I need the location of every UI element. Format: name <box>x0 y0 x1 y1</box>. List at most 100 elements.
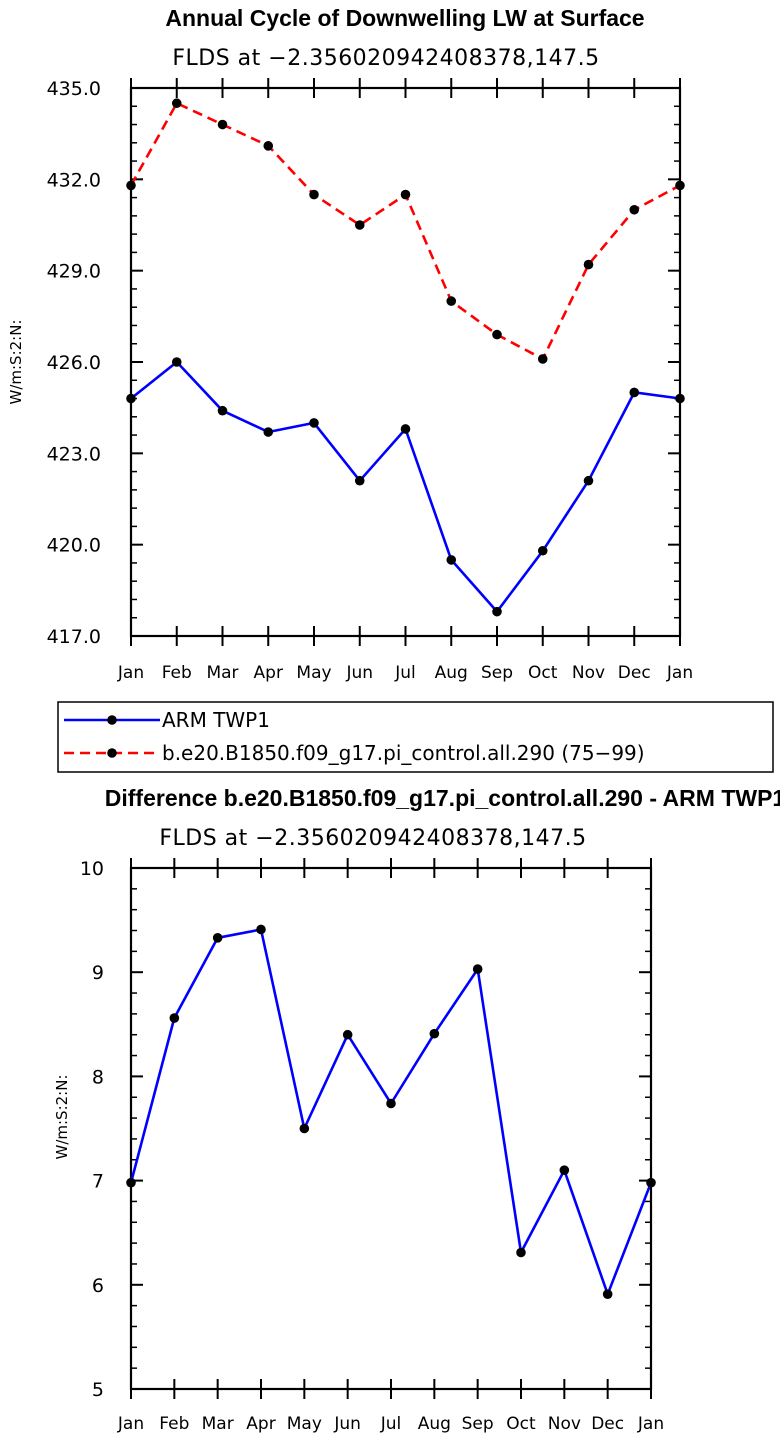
chart-subtitle: FLDS at −2.356020942408378,147.5 <box>159 826 586 851</box>
difference-chart: Difference b.e20.B1850.f09_g17.pi_contro… <box>53 785 780 1434</box>
data-point <box>126 180 136 191</box>
data-point <box>309 418 319 428</box>
data-point <box>583 475 594 486</box>
x-tick-label: Jan <box>117 1414 144 1434</box>
plot-frame <box>129 866 653 1391</box>
y-tick-label: 426.0 <box>47 352 101 374</box>
data-point <box>646 1177 656 1188</box>
legend: ARM TWP1 b.e20.B1850.f09_g17.pi_control.… <box>57 701 774 773</box>
data-point <box>126 1177 136 1188</box>
legend-marker-model <box>107 748 117 758</box>
data-point <box>309 189 319 200</box>
plot-area: 417.0 420.0 423.0 426.0 429.0 432.0 435.0 Jan Fe… <box>47 78 693 683</box>
data-point <box>217 405 228 416</box>
data-point <box>602 1289 613 1299</box>
chart-title: Difference b.e20.B1850.f09_g17.pi_contro… <box>105 785 780 811</box>
data-point <box>126 393 136 404</box>
y-tick-label: 420.0 <box>47 535 101 557</box>
data-point <box>583 259 594 270</box>
y-axis-label: W/m:S:2:N: <box>7 320 25 405</box>
data-point <box>492 329 502 340</box>
legend-box <box>57 701 774 773</box>
data-point <box>354 475 365 486</box>
x-tick-label: Sep <box>462 1414 494 1434</box>
y-tick-label: 10 <box>80 858 104 880</box>
y-tick-label: 432.0 <box>47 169 101 191</box>
x-tick-label: Nov <box>548 1414 581 1434</box>
legend-marker-arm <box>107 715 117 725</box>
x-tick-label: Aug <box>435 663 468 683</box>
x-tick-label: Jun <box>345 663 373 683</box>
data-point <box>537 545 548 556</box>
x-tick-label: Jul <box>380 1414 402 1434</box>
data-point <box>400 189 411 200</box>
legend-label-arm: ARM TWP1 <box>162 708 270 732</box>
x-tick-label: Dec <box>591 1414 624 1434</box>
data-point <box>559 1165 570 1175</box>
data-point <box>386 1098 396 1109</box>
data-point <box>217 119 228 130</box>
x-tick-label: Mar <box>206 663 238 683</box>
data-point <box>492 606 502 617</box>
y-tick-label: 9 <box>92 962 104 984</box>
data-point <box>629 204 640 215</box>
data-point <box>171 357 182 367</box>
x-tick-label: Mar <box>202 1414 234 1434</box>
data-point <box>400 424 411 434</box>
data-point <box>446 296 457 306</box>
y-axis-label: W/m:S:2:N: <box>53 1075 71 1160</box>
x-tick-label: Nov <box>572 663 605 683</box>
x-tick-label: Feb <box>162 663 192 683</box>
series-line-1 <box>129 101 681 361</box>
data-point <box>171 98 182 109</box>
x-tick-label: Sep <box>481 663 513 683</box>
data-point <box>212 933 223 943</box>
y-tick-label: 6 <box>92 1275 104 1297</box>
x-tick-label: Apr <box>254 663 283 683</box>
series-line-0 <box>130 360 681 613</box>
x-tick-label: Oct <box>506 1414 536 1434</box>
y-tick-label: 429.0 <box>47 261 101 283</box>
x-tick-label: Oct <box>528 663 558 683</box>
data-point <box>263 141 274 151</box>
y-tick-label: 435.0 <box>47 78 101 100</box>
x-tick-label: Jan <box>666 663 693 683</box>
data-point <box>256 924 266 935</box>
x-tick-label: May <box>287 1414 322 1434</box>
x-tick-label: Jan <box>637 1414 664 1434</box>
chart-subtitle: FLDS at −2.356020942408378,147.5 <box>172 46 599 71</box>
annual-cycle-chart: Annual Cycle of Downwelling LW at Surfac… <box>7 5 774 773</box>
x-tick-label: Jun <box>333 1414 361 1434</box>
series-line-0 <box>129 928 653 1296</box>
x-tick-label: Dec <box>618 663 651 683</box>
x-tick-label: Apr <box>246 1414 275 1434</box>
data-point <box>299 1123 310 1134</box>
data-point <box>263 427 274 437</box>
data-point <box>516 1247 526 1258</box>
x-tick-label: May <box>296 663 331 683</box>
x-tick-label: Jul <box>394 663 416 683</box>
data-point <box>675 180 685 191</box>
plot-frame <box>129 86 682 638</box>
plot-area: 5 6 7 8 9 10 Jan Feb Mar Apr May Jun Jul Aug Sep Oct Nov… <box>80 858 664 1434</box>
data-point <box>446 555 457 565</box>
data-point <box>354 220 365 230</box>
data-point <box>675 393 685 404</box>
y-tick-label: 5 <box>92 1379 104 1401</box>
y-tick-label: 7 <box>92 1171 104 1193</box>
data-point <box>472 964 483 974</box>
x-tick-label: Aug <box>418 1414 451 1434</box>
y-tick-label: 417.0 <box>47 626 101 648</box>
x-tick-label: Jan <box>117 663 144 683</box>
data-point <box>169 1013 180 1023</box>
data-point <box>429 1028 440 1039</box>
data-point <box>342 1029 353 1040</box>
x-tick-label: Feb <box>159 1414 189 1434</box>
legend-label-model: b.e20.B1850.f09_g17.pi_control.all.290 (… <box>162 741 645 765</box>
data-point <box>537 354 548 364</box>
data-point <box>629 387 640 398</box>
y-tick-label: 423.0 <box>47 443 101 465</box>
chart-title: Annual Cycle of Downwelling LW at Surfac… <box>165 5 644 31</box>
y-tick-label: 8 <box>92 1066 104 1088</box>
